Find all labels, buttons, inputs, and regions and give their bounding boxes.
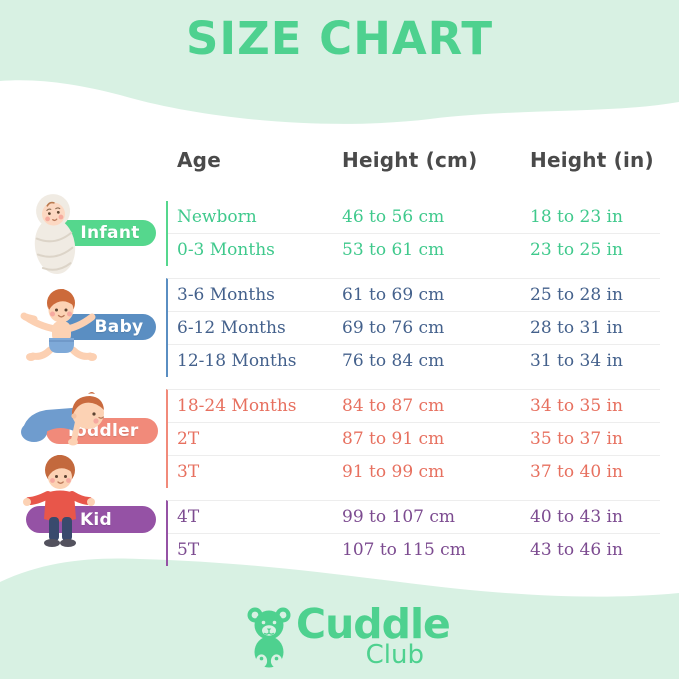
age-cell: 18-24 Months [177,396,297,416]
top-wave-decoration [0,0,679,124]
age-cell: 3T [177,462,200,482]
baby-group: 3-6 Months 61 to 69 cm 25 to 28 in 6-12 … [166,278,660,377]
crawling-toddler-illustration [21,392,105,446]
table-row: 4T 99 to 107 cm 40 to 43 in [168,501,660,534]
age-cell: Newborn [177,207,257,227]
age-cell: 4T [177,507,200,527]
toddler-group: 18-24 Months 84 to 87 cm 34 to 35 in 2T … [166,389,660,488]
age-cell: 3-6 Months [177,285,275,305]
height-in-cell: 34 to 35 in [530,396,623,416]
brand-name-secondary: Club [365,640,424,670]
age-cell: 2T [177,429,200,449]
page-title: SIZE CHART [185,12,494,65]
height-cm-cell: 61 to 69 cm [342,285,445,305]
height-cm-cell: 107 to 115 cm [342,540,466,560]
infant-group: Newborn 46 to 56 cm 18 to 23 in 0-3 Mont… [166,201,660,266]
baby-category-label: Baby [94,317,144,337]
height-cm-cell: 76 to 84 cm [342,351,445,371]
height-in-cell: 40 to 43 in [530,507,623,527]
height-in-cell: 18 to 23 in [530,207,623,227]
age-cell: 6-12 Months [177,318,286,338]
brand-logo-text: Cuddle Club [296,600,451,670]
height-cm-cell: 84 to 87 cm [342,396,445,416]
kid-category-label: Kid [79,509,113,530]
column-header-age: Age [177,148,221,172]
size-table: Newborn 46 to 56 cm 18 to 23 in 0-3 Mont… [166,201,660,566]
infant-category-label: Infant [80,223,140,243]
swaddled-infant-illustration [34,194,76,275]
table-row: 18-24 Months 84 to 87 cm 34 to 35 in [168,390,660,423]
teddy-bear-icon [247,607,291,668]
height-cm-cell: 53 to 61 cm [342,240,445,260]
age-cell: 12-18 Months [177,351,297,371]
height-in-cell: 35 to 37 in [530,429,623,449]
height-cm-cell: 91 to 99 cm [342,462,445,482]
table-row: Newborn 46 to 56 cm 18 to 23 in [168,201,660,234]
table-row: 5T 107 to 115 cm 43 to 46 in [168,534,660,566]
brand-name-primary: Cuddle [296,600,451,648]
age-cell: 5T [177,540,200,560]
height-in-cell: 43 to 46 in [530,540,623,560]
height-cm-cell: 99 to 107 cm [342,507,455,527]
height-cm-cell: 69 to 76 cm [342,318,445,338]
table-row: 12-18 Months 76 to 84 cm 31 to 34 in [168,345,660,377]
height-cm-cell: 46 to 56 cm [342,207,445,227]
kid-group: 4T 99 to 107 cm 40 to 43 in 5T 107 to 11… [166,500,660,566]
table-row: 6-12 Months 69 to 76 cm 28 to 31 in [168,312,660,345]
age-cell: 0-3 Months [177,240,275,260]
height-in-cell: 31 to 34 in [530,351,623,371]
column-header-height-cm: Height (cm) [342,148,478,172]
height-in-cell: 23 to 25 in [530,240,623,260]
table-row: 0-3 Months 53 to 61 cm 23 to 25 in [168,234,660,266]
standing-kid-illustration [23,455,95,547]
height-in-cell: 25 to 28 in [530,285,623,305]
table-row: 3T 91 to 99 cm 37 to 40 in [168,456,660,488]
sitting-baby-illustration [20,289,97,361]
table-header-row: Age Height (cm) Height (in) [166,148,660,172]
height-in-cell: 37 to 40 in [530,462,623,482]
height-cm-cell: 87 to 91 cm [342,429,445,449]
bottom-wave-decoration [0,558,679,679]
baby-category-pill: Baby [56,314,156,340]
height-in-cell: 28 to 31 in [530,318,623,338]
table-row: 2T 87 to 91 cm 35 to 37 in [168,423,660,456]
table-row: 3-6 Months 61 to 69 cm 25 to 28 in [168,279,660,312]
column-header-height-in: Height (in) [530,148,654,172]
